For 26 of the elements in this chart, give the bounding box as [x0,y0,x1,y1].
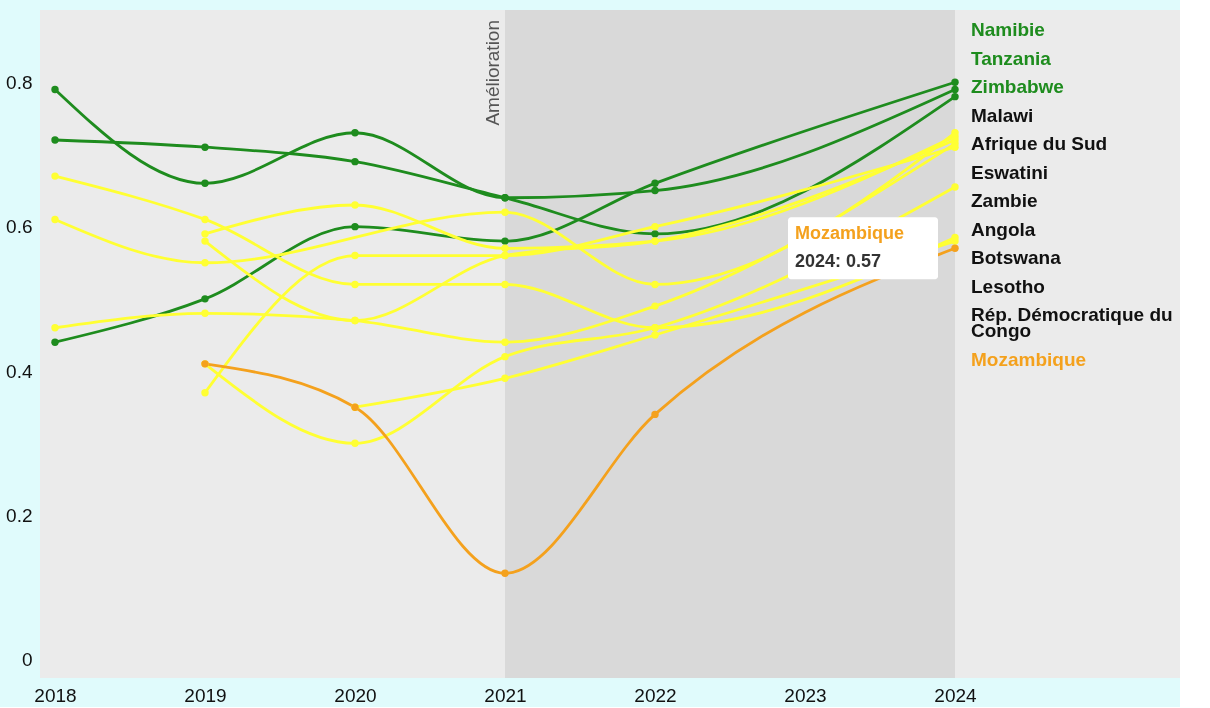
y-tick-label: 0 [21,649,33,671]
text: Namibie [971,19,1045,40]
text: Rép. Démocratique du Congo [971,304,1173,341]
y-tick-label: 0.6 [6,216,33,238]
y-tick-label: 0.2 [6,505,33,527]
text: Botswana [971,247,1062,268]
y-tick-label: 0.8 [6,71,33,93]
series-label: Lesotho [971,275,1045,297]
x-tick-label: 2022 [634,684,677,706]
series-label: Zimbabwe [971,76,1064,97]
series-label: Malawi [971,104,1034,126]
x-tick-label: 2024 [934,684,978,706]
x-tick-label: 2023 [784,684,827,706]
text: Zambie [971,190,1038,211]
series-label: Afrique du Sud [971,133,1108,154]
series-label: Eswatini [971,161,1049,183]
text: Angola [971,218,1036,240]
series-label: Tanzania [971,47,1052,69]
x-tick-label: 2018 [34,684,77,706]
annotation: Mozambique 2024: 0.57 [795,223,905,272]
band-label: Amélioration [482,20,503,126]
y-tick-label: 0.4 [6,360,33,382]
text: Mozambique [971,348,1087,370]
x-tick-label: 2019 [184,684,227,706]
x-tick-label: 2020 [334,684,377,706]
x-tick-label: 2021 [484,684,527,706]
